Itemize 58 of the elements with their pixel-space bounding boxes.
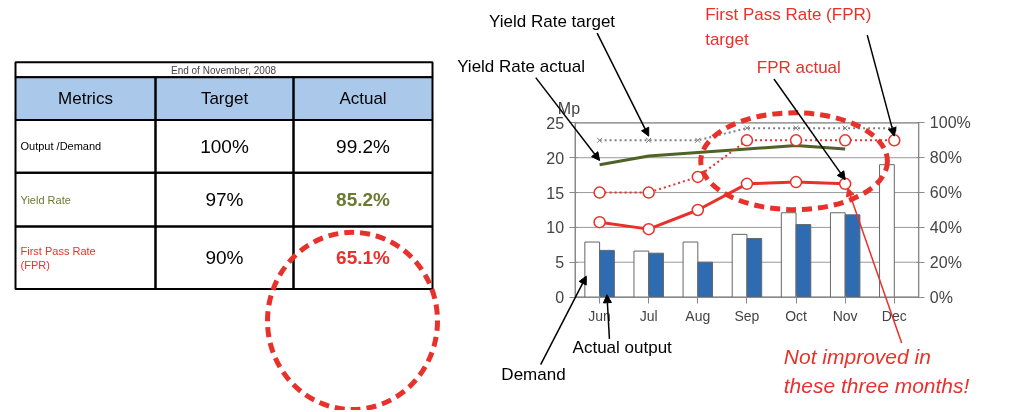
- y-tick-label: 0: [555, 289, 565, 307]
- point: [645, 137, 652, 144]
- y-axis-title: Mp: [557, 99, 581, 117]
- x-tick-label: Oct: [785, 308, 808, 325]
- text: Not improved in these three months!: [783, 344, 970, 397]
- x-tick-label: Nov: [832, 308, 858, 325]
- point: [838, 177, 852, 191]
- point: [789, 134, 803, 147]
- point: [691, 203, 705, 217]
- text: First Pass Rate (FPR): [20, 244, 96, 271]
- text: 97%: [205, 189, 244, 211]
- text: Metrics: [58, 89, 113, 109]
- text: Yield Rate target: [489, 11, 616, 31]
- y-tick-label: 15: [546, 184, 565, 202]
- point: [740, 177, 754, 191]
- y-tick-label: 5: [555, 254, 565, 272]
- point: [694, 137, 701, 144]
- text: End of November, 2008: [170, 64, 277, 76]
- y2-tick-label: 80%: [929, 149, 962, 167]
- bar: [879, 164, 895, 298]
- text: Output /Demand: [20, 140, 102, 153]
- point: [596, 137, 603, 144]
- text: FPR actual: [756, 57, 841, 77]
- y2-tick-label: 40%: [929, 218, 962, 236]
- x-tick-label: Jul: [639, 308, 658, 325]
- text: Actual: [339, 89, 387, 109]
- text: 85.2%: [336, 189, 391, 211]
- point: [789, 175, 803, 189]
- text: Demand: [501, 365, 566, 385]
- point: [842, 125, 849, 132]
- text: 100%: [200, 135, 249, 157]
- point: [743, 125, 750, 132]
- x-tick-label: Sep: [734, 308, 760, 325]
- y2-tick-label: 20%: [929, 253, 962, 271]
- y2-tick-label: 100%: [929, 114, 971, 132]
- text: Target: [200, 89, 249, 109]
- text: Yield Rate: [20, 193, 71, 206]
- y2-tick-label: 60%: [929, 184, 962, 202]
- point: [740, 134, 754, 147]
- point: [593, 215, 606, 229]
- point: [691, 170, 705, 184]
- point: [642, 186, 655, 199]
- text: 90%: [205, 247, 244, 269]
- point: [838, 134, 852, 147]
- x-tick-label: Aug: [685, 308, 711, 325]
- point: [793, 125, 800, 132]
- text: Yield Rate actual: [457, 56, 586, 76]
- text: Actual output: [572, 337, 673, 357]
- point: [642, 222, 655, 236]
- text: First Pass Rate (FPR) target: [705, 5, 872, 50]
- y-tick-label: 25: [546, 114, 565, 132]
- point: [593, 186, 606, 199]
- y2-tick-label: 0%: [929, 288, 953, 306]
- point: [888, 134, 901, 147]
- y-tick-label: 10: [546, 219, 565, 237]
- text: 99.2%: [336, 135, 391, 157]
- y-tick-label: 20: [546, 149, 565, 167]
- text: 65.1%: [336, 247, 391, 269]
